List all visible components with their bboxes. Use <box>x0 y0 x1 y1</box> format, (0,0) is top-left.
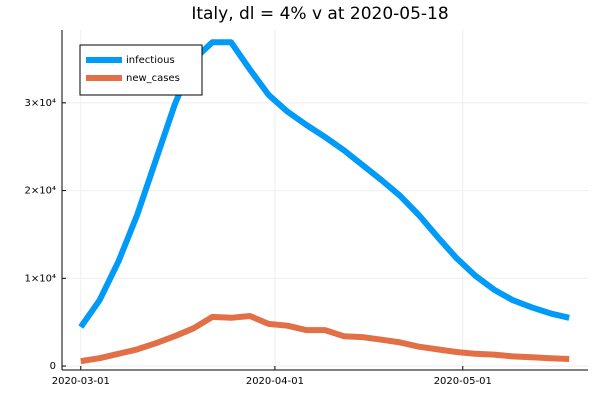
x-tick-label: 2020-04-01 <box>246 376 304 387</box>
line <box>78 39 570 329</box>
line <box>80 313 570 365</box>
x-tick-label: 2020-03-01 <box>52 376 110 387</box>
y-tick-label: 3×10⁴ <box>25 98 56 109</box>
y-tick-label: 0 <box>50 361 56 372</box>
chart-title: Italy, dl = 4% v at 2020-05-18 <box>191 4 448 24</box>
y-tick-label: 1×10⁴ <box>25 273 56 284</box>
legend-label: new_cases <box>126 73 180 84</box>
x-tick-label: 2020-05-01 <box>434 376 492 387</box>
y-tick-label: 2×10⁴ <box>25 186 56 197</box>
legend-label: infectious <box>126 55 175 66</box>
legend-box <box>79 44 203 96</box>
legend: infectious new_cases <box>79 44 203 96</box>
